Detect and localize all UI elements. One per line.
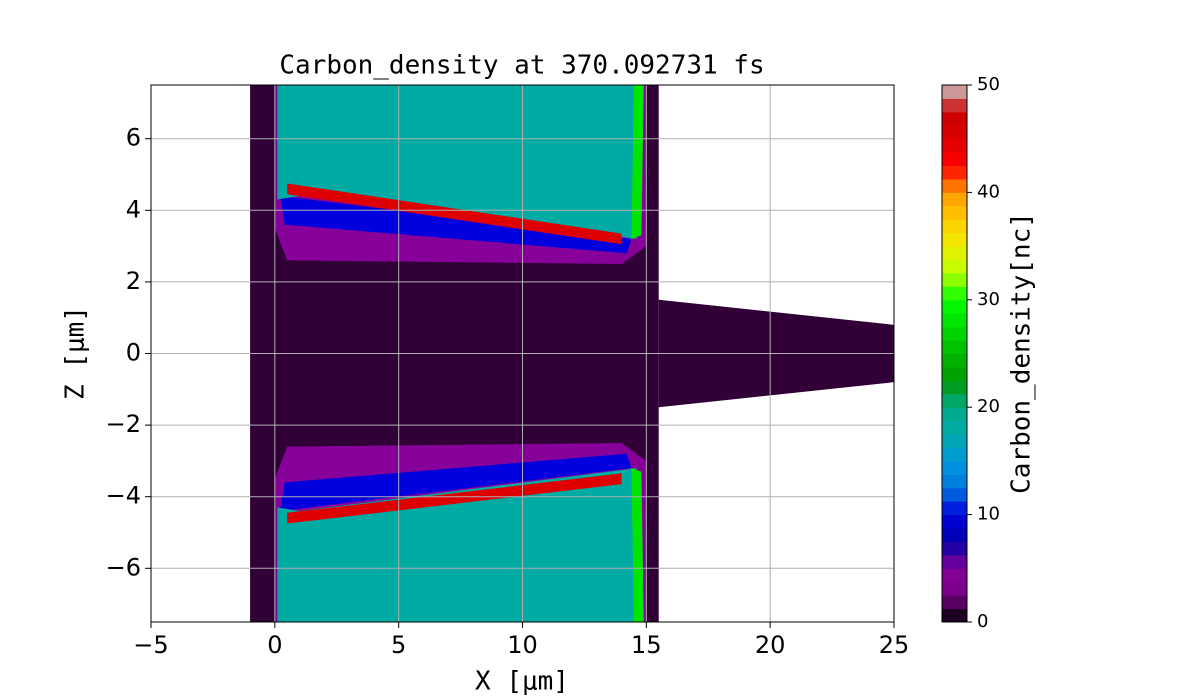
x-tick-label: 25 xyxy=(879,631,910,659)
density-region xyxy=(287,183,622,245)
colorbar-band xyxy=(942,259,967,274)
colorbar-band xyxy=(942,138,967,153)
colorbar-band xyxy=(942,353,967,368)
colorbar-band xyxy=(942,393,967,408)
y-tick-label: 6 xyxy=(126,124,141,152)
y-axis-label: Z [μm] xyxy=(61,306,91,400)
colorbar-band xyxy=(942,528,967,542)
y-tick-label: 0 xyxy=(126,339,141,367)
x-tick-label: 0 xyxy=(267,631,282,659)
x-tick-label: 10 xyxy=(507,631,538,659)
colorbar-tick-label: 20 xyxy=(977,396,1000,417)
y-tick-label: −6 xyxy=(106,553,141,581)
y-tick-label: −2 xyxy=(106,410,141,438)
colorbar-band xyxy=(942,474,967,489)
colorbar-band xyxy=(942,581,967,596)
colorbar-band xyxy=(942,165,967,180)
colorbar-band xyxy=(942,272,967,287)
colorbar-band xyxy=(942,326,967,341)
colorbar-band xyxy=(942,595,967,610)
colorbar-tick-label: 40 xyxy=(977,181,1000,202)
density-region xyxy=(631,468,644,622)
colorbar-band xyxy=(942,178,967,193)
colorbar-band xyxy=(942,554,967,569)
x-tick-label: 15 xyxy=(631,631,662,659)
colorbar-tick-label: 50 xyxy=(977,74,1000,95)
x-axis-label: X [μm] xyxy=(475,667,569,697)
colorbar-band xyxy=(942,568,967,583)
colorbar-band xyxy=(942,366,967,381)
colorbar-band xyxy=(942,608,967,623)
colorbar-band xyxy=(942,219,967,234)
colorbar-band xyxy=(942,407,967,422)
colorbar-band xyxy=(942,447,967,462)
colorbar-band xyxy=(942,501,967,516)
colorbar-band xyxy=(942,85,967,99)
colorbar-band xyxy=(942,313,967,328)
colorbar-tick-label: 30 xyxy=(977,289,1000,310)
x-tick-label: −5 xyxy=(133,631,168,659)
colorbar-band xyxy=(942,246,967,261)
x-tick-label: 20 xyxy=(755,631,786,659)
colorbar-band xyxy=(942,541,967,556)
colorbar-band xyxy=(942,152,967,167)
colorbar-band xyxy=(942,434,967,448)
colorbar-band xyxy=(942,125,967,140)
x-tick-label: 5 xyxy=(391,631,406,659)
colorbar-band xyxy=(942,420,967,435)
colorbar-tick-label: 10 xyxy=(977,504,1000,525)
colorbar-band xyxy=(942,232,967,247)
y-tick-label: 4 xyxy=(126,195,141,223)
colorbar-band xyxy=(942,340,967,354)
density-region xyxy=(631,85,644,239)
colorbar-band xyxy=(942,205,967,220)
colorbar-band xyxy=(942,460,967,475)
colorbar-band xyxy=(942,98,967,113)
colorbar-band xyxy=(942,192,967,207)
colorbar-band xyxy=(942,487,967,502)
density-region xyxy=(287,473,622,524)
colorbar-tick-label: 0 xyxy=(977,611,988,632)
y-tick-label: 2 xyxy=(126,267,141,295)
colorbar-band xyxy=(942,299,967,314)
colorbar-band xyxy=(942,514,967,529)
colorbar-frame xyxy=(941,84,968,623)
plot-frame xyxy=(150,84,895,623)
y-tick-label: −4 xyxy=(106,482,141,510)
colorbar-band xyxy=(942,286,967,301)
colorbar-label: Carbon_density[nc] xyxy=(1007,212,1037,494)
colorbar-band xyxy=(942,111,967,126)
chart-title: Carbon_density at 370.092731 fs xyxy=(279,51,764,81)
colorbar-band xyxy=(942,380,967,395)
